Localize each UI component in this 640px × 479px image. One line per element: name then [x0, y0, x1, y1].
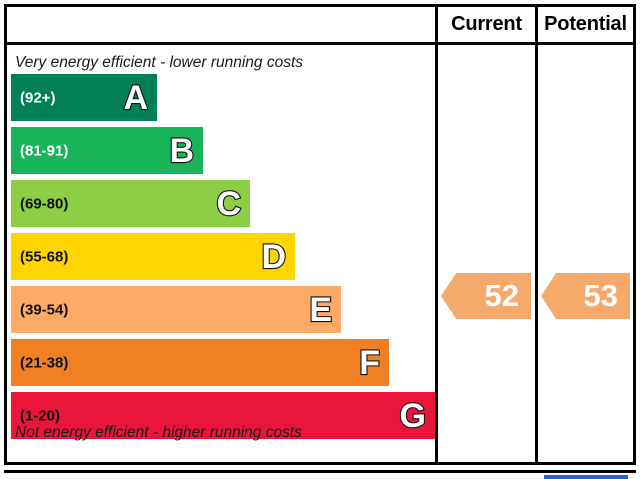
band-range-f: (21-38)	[20, 354, 69, 371]
header-divider-2	[535, 7, 538, 42]
table-bottom-edge	[4, 470, 636, 473]
rating-band-f: (21-38) F	[11, 339, 389, 386]
rating-band-d: (55-68) D	[11, 233, 295, 280]
band-range-g: (1-20)	[20, 407, 61, 424]
band-letter-f: F	[358, 343, 381, 382]
band-range-e: (39-54)	[20, 301, 69, 318]
caption-very-efficient: Very energy efficient - lower running co…	[15, 54, 304, 71]
band-letter-e: E	[308, 290, 333, 329]
band-range-b: (81-91)	[20, 142, 69, 159]
band-letter-a: A	[122, 78, 149, 117]
header-cell-potential: Potential	[544, 13, 627, 35]
header-cell-blank	[7, 7, 435, 42]
rating-band-g: (1-20) G	[11, 392, 435, 439]
blue-accent-strip	[544, 475, 628, 479]
body-divider-2	[535, 45, 538, 462]
table-body: Very energy efficient - lower running co…	[7, 45, 633, 462]
current-rating-indicator: 52	[441, 273, 531, 319]
table-header-row: Current Potential	[7, 7, 633, 42]
potential-rating-value: 53	[583, 278, 618, 313]
potential-rating-indicator: 53	[541, 273, 630, 319]
band-letter-c: C	[215, 184, 242, 223]
band-letter-b: B	[168, 131, 195, 170]
header-cell-current: Current	[451, 13, 522, 35]
band-letter-g: G	[398, 396, 427, 435]
caption-not-efficient: Not energy efficient - higher running co…	[15, 424, 302, 441]
bottom-partial-element	[4, 470, 636, 479]
body-divider-1	[435, 45, 438, 462]
rating-band-e: (39-54) E	[11, 286, 341, 333]
rating-band-c: (69-80) C	[11, 180, 250, 227]
band-range-d: (55-68)	[20, 248, 69, 265]
band-letter-d: D	[260, 237, 287, 276]
header-divider-1	[435, 7, 438, 42]
rating-band-b: (81-91) B	[11, 127, 203, 174]
header-bottom-rule	[7, 42, 633, 45]
band-range-a: (92+)	[20, 89, 56, 106]
epc-table: Current Potential Very energy efficient …	[4, 4, 636, 465]
rating-band-a: (92+) A	[11, 74, 157, 121]
current-rating-value: 52	[484, 278, 519, 313]
rating-scale-panel: Very energy efficient - lower running co…	[7, 45, 435, 462]
band-range-c: (69-80)	[20, 195, 69, 212]
